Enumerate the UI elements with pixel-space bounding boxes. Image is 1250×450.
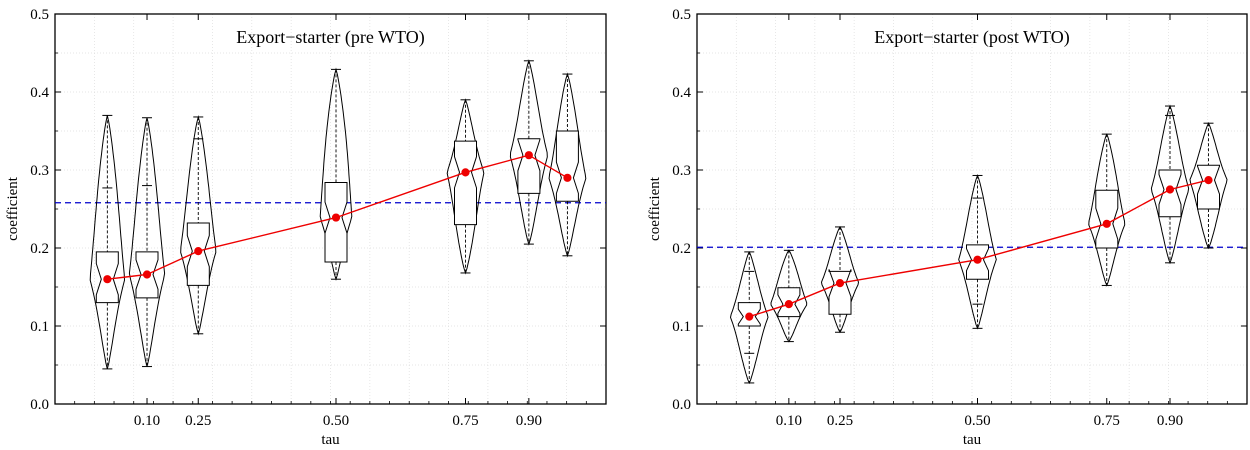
- median-point: [784, 300, 793, 309]
- violin: [820, 225, 860, 334]
- y-tick-label: 0.5: [672, 7, 691, 23]
- y-tick-label: 0.0: [672, 397, 691, 413]
- violin: [1150, 104, 1190, 265]
- chart-panel-post-wto: 0.0 0.1 0.2 0.3 0.4 0.5 0.10 0.25 0.50 0.75 0.90 Ex…: [647, 7, 1248, 448]
- y-tick-label: 0.3: [672, 163, 691, 179]
- violin: [958, 174, 997, 330]
- x-tick-label: 0.10: [134, 413, 160, 429]
- x-tick-label: 0.75: [1094, 413, 1120, 429]
- violin: [180, 115, 217, 336]
- notched-box: [1197, 164, 1220, 210]
- notched-box: [324, 182, 348, 263]
- y-axis-label: coefficient: [5, 176, 21, 241]
- notched-box: [454, 140, 477, 226]
- median-point: [745, 312, 754, 321]
- x-tick-label: 0.90: [1157, 413, 1183, 429]
- violin: [446, 98, 485, 275]
- chart-panel-pre-wto: 0.0 0.1 0.2 0.3 0.4 0.5 0.10 0.25 0.50 0.75 0.90 Ex…: [5, 7, 607, 448]
- notched-box: [1095, 189, 1119, 249]
- median-point: [1165, 185, 1175, 194]
- median-point: [1102, 219, 1111, 228]
- median-point: [331, 213, 341, 222]
- y-tick-label: 0.2: [30, 241, 49, 257]
- y-tick-label: 0.1: [672, 319, 691, 335]
- median-point: [142, 270, 152, 279]
- median-point: [835, 279, 845, 288]
- median-point: [461, 168, 470, 177]
- median-point: [1204, 176, 1213, 185]
- y-tick-label: 0.4: [672, 85, 691, 101]
- violin: [548, 72, 587, 258]
- violin: [509, 59, 548, 246]
- x-axis-label: tau: [963, 432, 982, 448]
- y-tick-label: 0.1: [30, 319, 49, 335]
- chart-title: Export−starter (post WTO): [874, 27, 1069, 48]
- y-axis-label: coefficient: [647, 176, 663, 241]
- median-point: [563, 173, 572, 182]
- x-tick-label: 0.10: [776, 413, 802, 429]
- y-tick-label: 0.3: [30, 163, 49, 179]
- violin: [89, 114, 126, 370]
- median-point: [103, 275, 112, 284]
- violin: [770, 249, 808, 343]
- notched-box: [517, 138, 541, 194]
- y-tick-label: 0.4: [30, 85, 49, 101]
- y-tick-label: 0.0: [30, 397, 49, 413]
- median-point: [973, 255, 982, 264]
- x-tick-label: 0.50: [323, 413, 349, 429]
- x-tick-label: 0.25: [185, 413, 211, 429]
- violin: [1088, 133, 1126, 287]
- x-tick-label: 0.75: [452, 413, 478, 429]
- median-point: [524, 151, 533, 160]
- x-tick-label: 0.25: [827, 413, 853, 429]
- y-tick-label: 0.2: [672, 241, 691, 257]
- notched-box: [555, 130, 579, 202]
- x-tick-label: 0.50: [964, 413, 990, 429]
- x-tick-label: 0.90: [516, 413, 542, 429]
- violin: [1189, 121, 1228, 250]
- notched-box: [828, 269, 852, 315]
- y-tick-label: 0.5: [30, 7, 49, 23]
- x-axis-label: tau: [321, 432, 340, 448]
- violin: [128, 117, 166, 368]
- violin: [319, 67, 353, 281]
- chart-title: Export−starter (pre WTO): [236, 27, 424, 48]
- median-point: [194, 247, 203, 256]
